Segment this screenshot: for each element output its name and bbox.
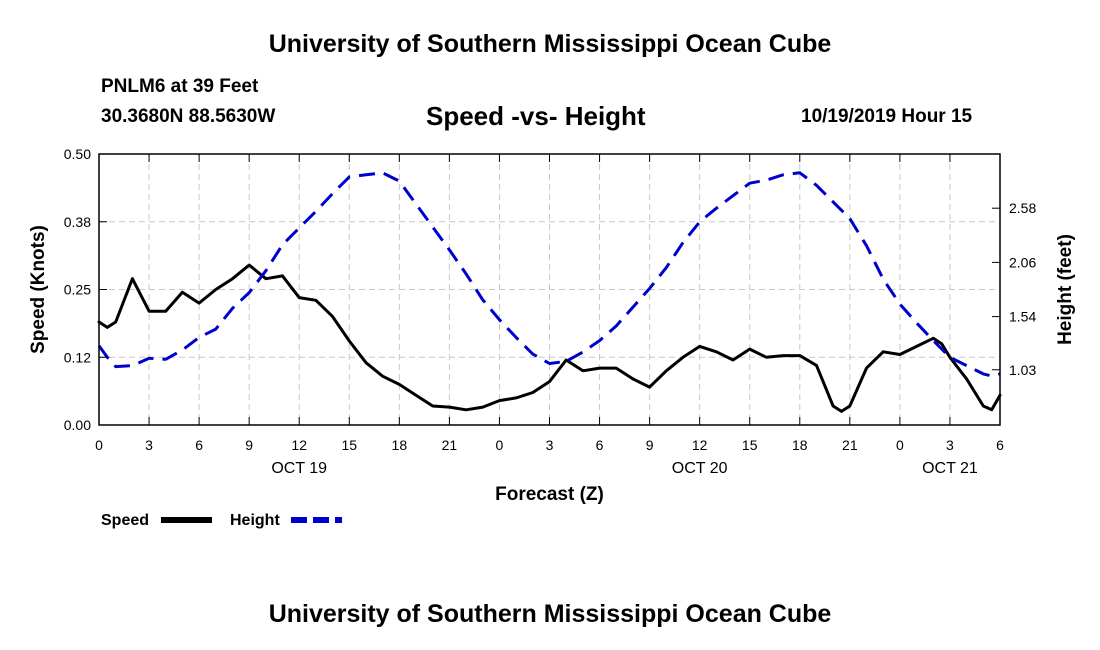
chart-title: Speed -vs- Height <box>426 101 646 131</box>
y-left-tick-label: 0.50 <box>64 146 91 162</box>
series-line-height <box>97 171 1001 378</box>
legend-height-label: Height <box>230 512 280 529</box>
y-axis-left-title: Speed (Knots) <box>28 225 49 354</box>
x-axis-title: Forecast (Z) <box>495 484 604 505</box>
forecast-datetime: 10/19/2019 Hour 15 <box>801 106 973 127</box>
y-left-tick-label: 0.25 <box>64 282 91 298</box>
y-left-tick-label: 0.00 <box>64 417 91 433</box>
page-title: University of Southern Mississippi Ocean… <box>268 30 832 58</box>
x-tick-label: 9 <box>245 437 253 453</box>
series-layer <box>97 171 1002 413</box>
y-right-tick-label: 2.58 <box>1009 200 1036 216</box>
grid <box>99 154 1000 425</box>
axis-ticks: 0 3 6 9 12 15 18 21 0 3 6 9 12 15 18 21 0 3 6 OCT 19 OCT 20 O… <box>64 146 1037 477</box>
x-tick-label: 6 <box>195 437 203 453</box>
x-date-label: OCT 21 <box>922 460 978 477</box>
x-tick-label: 12 <box>291 437 307 453</box>
x-tick-label: 21 <box>842 437 858 453</box>
x-tick-label: 0 <box>896 437 904 453</box>
x-tick-label: 6 <box>596 437 604 453</box>
x-tick-label: 3 <box>946 437 954 453</box>
x-tick-label: 0 <box>496 437 504 453</box>
x-tick-label: 0 <box>95 437 103 453</box>
y-left-tick-label: 0.12 <box>64 349 91 365</box>
x-tick-label: 3 <box>145 437 153 453</box>
x-tick-label: 9 <box>646 437 654 453</box>
x-tick-label: 6 <box>996 437 1004 453</box>
x-date-label: OCT 19 <box>271 460 327 477</box>
y-right-tick-label: 1.54 <box>1009 309 1036 325</box>
x-date-label: OCT 20 <box>672 460 728 477</box>
station-coordinates: 30.3680N 88.5630W <box>101 106 276 127</box>
legend-speed-label: Speed <box>101 512 149 529</box>
x-tick-label: 21 <box>442 437 458 453</box>
footer-title: University of Southern Mississippi Ocean… <box>268 600 832 628</box>
x-tick-label: 12 <box>692 437 708 453</box>
station-label: PNLM6 at 39 Feet <box>101 76 259 97</box>
series-line-speed <box>97 263 1002 413</box>
x-tick-label: 18 <box>792 437 808 453</box>
x-tick-label: 18 <box>392 437 408 453</box>
y-left-tick-label: 0.38 <box>64 214 91 230</box>
y-axis-right-title: Height (feet) <box>1055 234 1076 345</box>
y-right-tick-label: 2.06 <box>1009 254 1036 270</box>
y-right-tick-label: 1.03 <box>1009 362 1036 378</box>
x-tick-label: 3 <box>546 437 554 453</box>
legend: Speed Height <box>101 512 342 529</box>
x-tick-label: 15 <box>742 437 758 453</box>
x-tick-label: 15 <box>341 437 357 453</box>
